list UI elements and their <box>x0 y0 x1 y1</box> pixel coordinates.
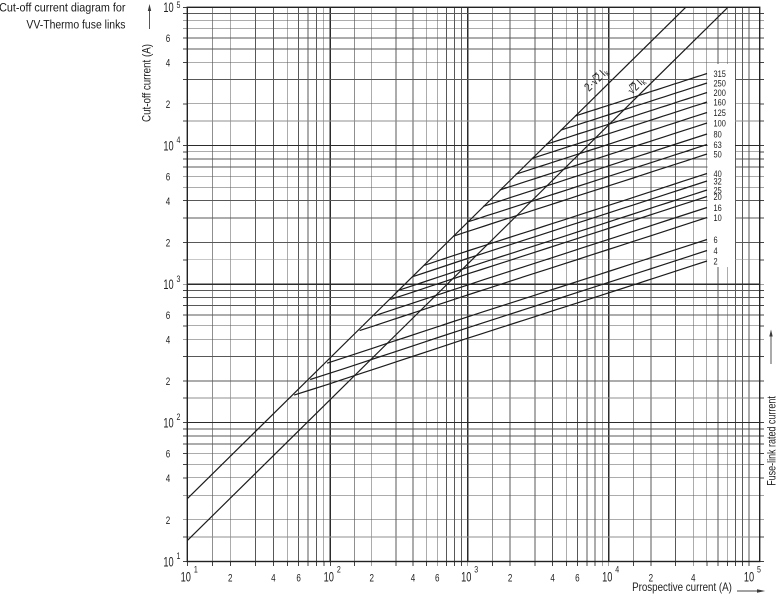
svg-text:1: 1 <box>177 551 181 561</box>
svg-text:2: 2 <box>369 572 373 585</box>
svg-text:4: 4 <box>166 57 171 70</box>
svg-text:4: 4 <box>166 334 171 347</box>
svg-text:10: 10 <box>461 569 472 586</box>
svg-text:6: 6 <box>296 572 300 585</box>
svg-text:Prospective current (A): Prospective current (A) <box>632 581 732 594</box>
svg-text:4: 4 <box>271 572 276 585</box>
svg-text:10: 10 <box>744 569 755 586</box>
svg-text:25: 25 <box>714 184 722 195</box>
svg-text:VV-Thermo fuse links: VV-Thermo fuse links <box>26 19 125 32</box>
svg-text:3: 3 <box>474 565 478 575</box>
svg-text:2: 2 <box>166 99 170 112</box>
svg-text:40: 40 <box>714 168 722 179</box>
svg-text:10: 10 <box>324 569 335 586</box>
svg-text:125: 125 <box>714 107 727 118</box>
svg-text:10: 10 <box>163 137 174 154</box>
svg-text:4: 4 <box>550 572 555 585</box>
svg-text:10: 10 <box>163 553 174 570</box>
svg-text:4: 4 <box>615 565 619 575</box>
svg-text:2: 2 <box>508 572 512 585</box>
svg-text:20: 20 <box>714 191 722 202</box>
svg-text:6: 6 <box>435 572 439 585</box>
svg-text:5: 5 <box>757 565 761 575</box>
svg-text:4: 4 <box>411 572 416 585</box>
svg-text:10: 10 <box>181 569 192 586</box>
svg-text:10: 10 <box>163 414 174 431</box>
svg-text:200: 200 <box>714 87 727 98</box>
svg-text:Fuse-link rated current: Fuse-link rated current <box>767 396 779 486</box>
svg-text:10: 10 <box>163 0 174 16</box>
svg-text:2: 2 <box>166 237 170 250</box>
svg-text:315: 315 <box>714 68 727 79</box>
svg-text:32: 32 <box>714 175 722 186</box>
svg-text:2: 2 <box>228 572 232 585</box>
svg-text:6: 6 <box>166 171 170 184</box>
svg-text:Cut-off current (A): Cut-off current (A) <box>141 44 154 122</box>
svg-text:16: 16 <box>714 202 722 213</box>
svg-text:160: 160 <box>714 96 727 107</box>
svg-text:2: 2 <box>177 412 181 422</box>
svg-text:2: 2 <box>714 255 718 266</box>
svg-text:63: 63 <box>714 139 722 150</box>
svg-text:6: 6 <box>166 448 170 461</box>
svg-text:4: 4 <box>691 572 696 585</box>
svg-text:6: 6 <box>166 33 170 46</box>
svg-text:100: 100 <box>714 117 727 128</box>
svg-text:250: 250 <box>714 77 727 88</box>
svg-text:4: 4 <box>166 196 171 209</box>
svg-text:6: 6 <box>575 572 579 585</box>
svg-text:80: 80 <box>714 128 722 139</box>
svg-text:2: 2 <box>337 565 341 575</box>
svg-text:6: 6 <box>714 234 718 245</box>
svg-text:5: 5 <box>177 0 181 10</box>
svg-text:10: 10 <box>602 569 613 586</box>
svg-text:4: 4 <box>177 135 181 145</box>
svg-text:Cut-off current diagram for: Cut-off current diagram for <box>0 2 126 15</box>
svg-text:2: 2 <box>166 515 170 528</box>
svg-text:6: 6 <box>166 310 170 323</box>
svg-text:10: 10 <box>714 212 722 223</box>
svg-text:2: 2 <box>649 572 653 585</box>
svg-text:4: 4 <box>166 473 171 486</box>
svg-text:1: 1 <box>194 565 198 575</box>
svg-text:4: 4 <box>714 245 718 256</box>
svg-text:3: 3 <box>177 274 181 284</box>
svg-text:2: 2 <box>166 376 170 389</box>
svg-text:10: 10 <box>163 276 174 293</box>
svg-text:50: 50 <box>714 148 722 159</box>
